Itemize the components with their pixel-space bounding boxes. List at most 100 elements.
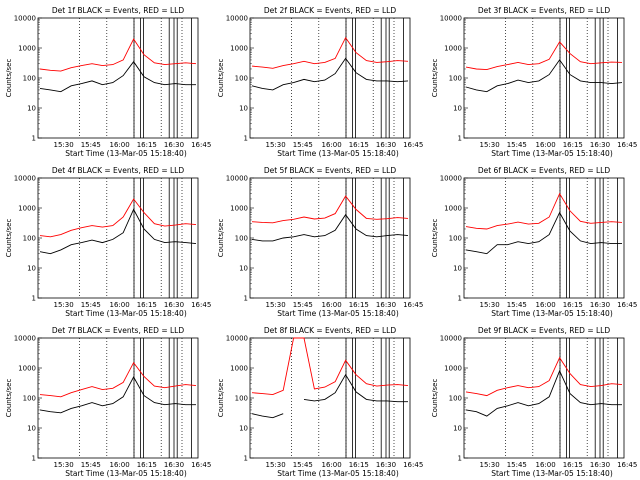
y-tick-label: 1 (458, 135, 462, 143)
y-tick-label: 10000 (14, 175, 36, 183)
y-tick-label: 10 (27, 265, 36, 273)
y-tick-label: 1 (244, 455, 248, 463)
x-axis-label: Start Time (13-Mar-05 15:18:40) (277, 149, 399, 158)
y-tick-label: 10000 (440, 15, 462, 23)
x-tick-label: 16:45 (617, 461, 637, 469)
x-tick-label: 15:30 (54, 461, 74, 469)
x-tick-label: 15:30 (266, 301, 286, 309)
x-tick-label: 16:30 (376, 301, 396, 309)
y-tick-label: 10000 (14, 15, 36, 23)
y-tick-label: 10 (27, 425, 36, 433)
x-tick-label: 16:15 (137, 301, 157, 309)
detector-panel: Det 2f BLACK = Events, RED = LLD 1 10 100 10… (217, 6, 423, 158)
x-tick-label: 15:45 (507, 461, 527, 469)
x-tick-label: 16:45 (191, 461, 211, 469)
events-series-line (39, 208, 197, 255)
lld-series-line (39, 198, 197, 238)
y-axis-label: Counts/sec (217, 59, 225, 98)
x-tick-label: 16:45 (617, 141, 637, 149)
y-tick-label: 100 (235, 75, 248, 83)
x-axis-label: Start Time (13-Mar-05 15:18:40) (65, 469, 187, 478)
events-series-line (251, 57, 409, 91)
x-axis-label: Start Time (13-Mar-05 15:18:40) (491, 309, 613, 318)
y-tick-label: 1 (244, 135, 248, 143)
y-tick-label: 100 (235, 235, 248, 243)
panel-title: Det 3f BLACK = Events, RED = LLD (478, 6, 611, 15)
x-tick-label: 15:45 (293, 461, 313, 469)
x-axis-label: Start Time (13-Mar-05 15:18:40) (491, 149, 613, 158)
x-axis-label: Start Time (13-Mar-05 15:18:40) (65, 149, 187, 158)
x-tick-label: 16:00 (322, 461, 342, 469)
x-tick-label: 15:30 (266, 461, 286, 469)
x-tick-label: 16:30 (376, 141, 396, 149)
x-tick-label: 15:45 (507, 141, 527, 149)
events-series-line (251, 373, 408, 419)
x-tick-label: 15:45 (81, 461, 101, 469)
y-tick-label: 100 (449, 75, 462, 83)
x-tick-label: 15:30 (54, 141, 74, 149)
panel-title: Det 1f BLACK = Events, RED = LLD (52, 6, 185, 15)
x-tick-label: 16:45 (617, 301, 637, 309)
y-tick-label: 10 (239, 105, 248, 113)
y-tick-label: 10 (239, 425, 248, 433)
x-axis-label: Start Time (13-Mar-05 15:18:40) (65, 309, 187, 318)
y-tick-label: 10 (453, 265, 462, 273)
x-axis-label: Start Time (13-Mar-05 15:18:40) (491, 469, 613, 478)
x-tick-label: 16:00 (536, 461, 556, 469)
y-tick-label: 10 (453, 105, 462, 113)
x-tick-label: 15:30 (266, 141, 286, 149)
y-tick-label: 10000 (226, 175, 248, 183)
panel-title: Det 2f BLACK = Events, RED = LLD (264, 6, 397, 15)
x-axis-label: Start Time (13-Mar-05 15:18:40) (277, 309, 399, 318)
y-tick-label: 1 (32, 295, 36, 303)
x-tick-label: 16:30 (376, 461, 396, 469)
panel-title: Det 7f BLACK = Events, RED = LLD (52, 326, 185, 335)
x-tick-label: 15:30 (480, 301, 500, 309)
y-tick-label: 1000 (444, 205, 462, 213)
y-tick-label: 1 (32, 455, 36, 463)
x-tick-label: 16:30 (590, 301, 610, 309)
events-series-line (465, 211, 622, 255)
panel-title: Det 5f BLACK = Events, RED = LLD (264, 166, 397, 175)
y-tick-label: 1000 (18, 45, 36, 53)
x-tick-label: 16:15 (563, 301, 583, 309)
x-tick-label: 16:45 (191, 141, 211, 149)
y-axis-label: Counts/sec (217, 219, 225, 258)
panel-title: Det 9f BLACK = Events, RED = LLD (478, 326, 611, 335)
x-tick-label: 16:45 (403, 141, 423, 149)
x-tick-label: 15:45 (293, 301, 313, 309)
lld-series-line (465, 356, 623, 397)
x-tick-label: 16:15 (349, 141, 369, 149)
y-tick-label: 100 (449, 395, 462, 403)
x-tick-label: 15:45 (507, 301, 527, 309)
x-tick-label: 16:15 (563, 461, 583, 469)
y-tick-label: 1 (458, 295, 462, 303)
events-series-line (39, 376, 196, 414)
x-tick-label: 16:00 (536, 141, 556, 149)
x-tick-label: 16:30 (164, 461, 184, 469)
x-tick-label: 16:45 (191, 301, 211, 309)
detector-panel: Det 7f BLACK = Events, RED = LLD 1 10 100 10… (5, 326, 211, 478)
y-tick-label: 1000 (18, 205, 36, 213)
y-axis-label: Counts/sec (5, 219, 13, 258)
events-series-line (39, 60, 196, 93)
y-tick-label: 1000 (444, 45, 462, 53)
y-tick-label: 10000 (14, 335, 36, 343)
y-tick-label: 100 (23, 235, 36, 243)
panel-title: Det 6f BLACK = Events, RED = LLD (478, 166, 611, 175)
detector-panel: Det 4f BLACK = Events, RED = LLD 1 10 100 10… (5, 166, 211, 318)
x-tick-label: 16:30 (590, 461, 610, 469)
lld-series-line (39, 38, 197, 72)
lld-series-line (251, 337, 409, 396)
y-tick-label: 100 (23, 75, 36, 83)
lld-series-line (465, 192, 623, 230)
y-tick-label: 1000 (230, 205, 248, 213)
lld-series-line (251, 36, 409, 69)
x-tick-label: 16:00 (536, 301, 556, 309)
x-axis-label: Start Time (13-Mar-05 15:18:40) (277, 469, 399, 478)
x-tick-label: 15:45 (81, 141, 101, 149)
y-tick-label: 1 (32, 135, 36, 143)
lld-series-line (39, 361, 197, 398)
x-tick-label: 15:45 (293, 141, 313, 149)
x-tick-label: 16:30 (590, 141, 610, 149)
